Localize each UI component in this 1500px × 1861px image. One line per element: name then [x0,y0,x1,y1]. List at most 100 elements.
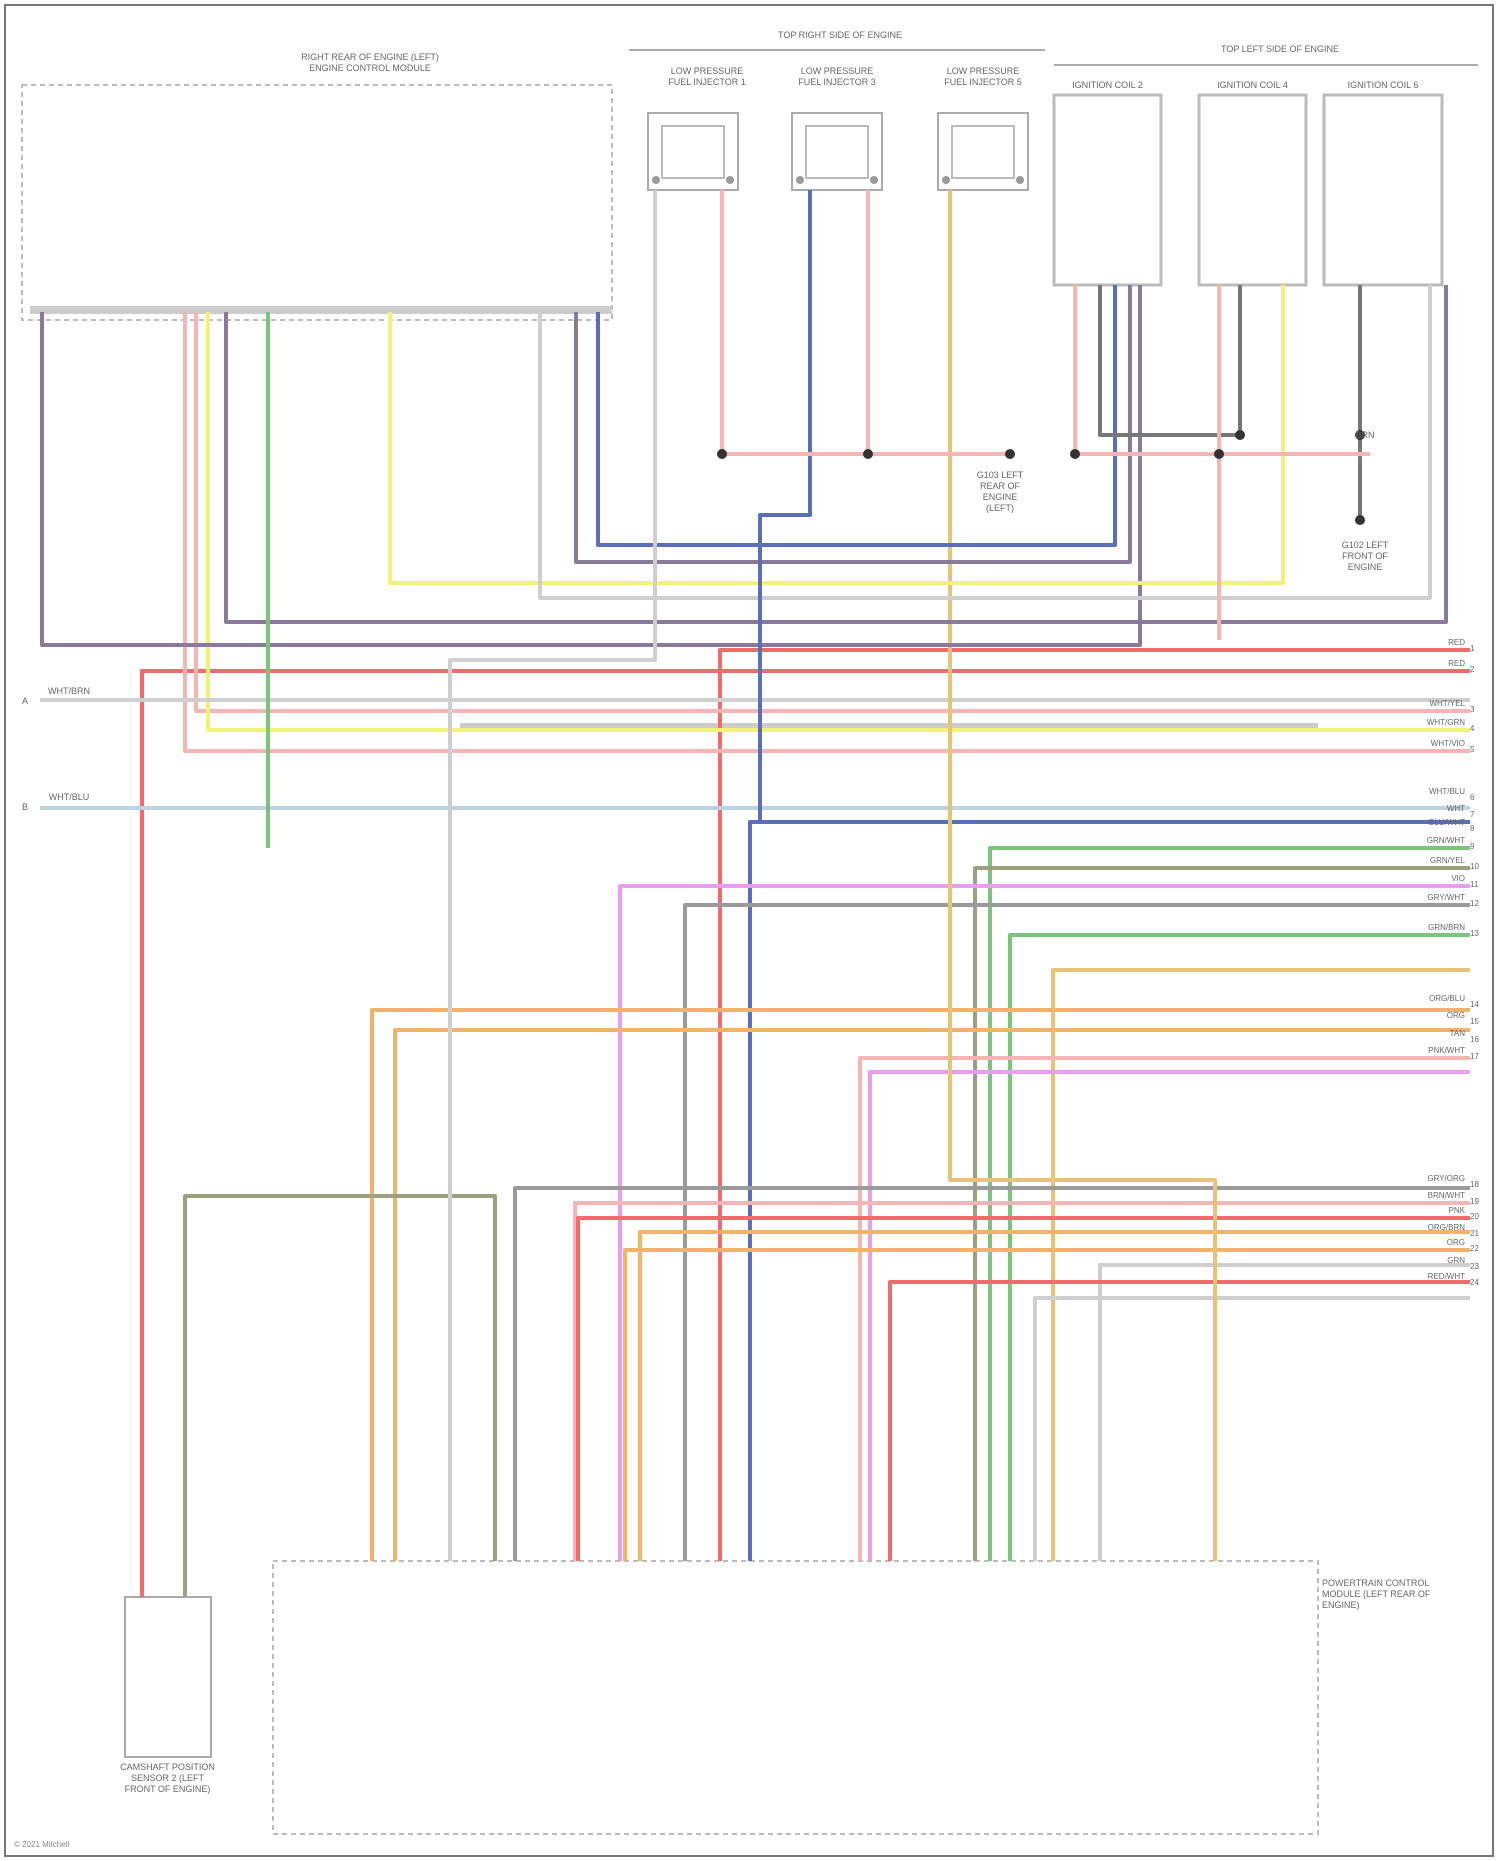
ground-g103-label: G103 LEFT REAR OF ENGINE (LEFT) [976,470,1024,513]
connector-pin-number: 20 [1470,1212,1479,1221]
ecm-title-line2: ENGINE CONTROL MODULE [309,63,431,73]
splice-dot [1355,430,1365,440]
wire-purple [574,285,1132,564]
coil-box [1322,93,1444,287]
wire-red [576,1216,1470,1561]
connector-row-label: GRY/WHT [1427,893,1465,902]
diagram-frame [4,4,1494,1857]
pcm-box [272,1560,1319,1835]
coil-box [1052,93,1163,287]
connector-row-label: WHT/YEL [1429,699,1465,708]
ref-b-letter: B [21,802,28,812]
connector-pin-number: 10 [1470,862,1479,871]
connector-row-label: PNK [1448,1206,1465,1215]
injector-connector [951,125,1015,179]
injector-pin [726,176,734,184]
connector-row-label: ORG/BRN [1427,1223,1465,1232]
wire-red [888,1280,1470,1561]
wire-lightgray [1098,1263,1470,1561]
connector-pin-number: 4 [1470,724,1475,733]
wire-orange [370,1008,1470,1561]
connector-row-label: ORG/BLU [1428,994,1465,1003]
injector-pin [942,176,950,184]
wire-pink [194,312,1470,713]
injector-connector [805,125,869,179]
connector-row-label: GRN [1447,1256,1465,1265]
ecm-box [21,84,613,321]
wire-tan [1051,968,1470,1561]
cam-sensor-box [124,1596,212,1758]
wire-orange [623,1248,1470,1561]
wire-tan [948,190,1217,1561]
wire-violet [868,1070,1470,1561]
wire-olive [183,1194,497,1597]
connector-row-label: RED [1448,659,1465,668]
wire-darkgray [1098,285,1242,437]
connector-pin-number: 5 [1470,745,1475,754]
injector-box [791,112,883,191]
connector-row-label: BRN/WHT [1427,1191,1465,1200]
connector-row-label: RED/WHT [1427,1272,1465,1281]
wire-green [1008,933,1470,1561]
connector-pin-number: 17 [1470,1052,1479,1061]
injector-pin [796,176,804,184]
connector-pin-number: 21 [1470,1229,1479,1238]
connector-pin-number: 14 [1470,1000,1479,1009]
connector-row-label: WHT/BLU [1429,787,1465,796]
top-right-section-title: TOP RIGHT SIDE OF ENGINE [777,30,903,40]
wire-red [718,648,1470,1561]
connector-row-label: ORG [1446,1011,1465,1020]
top-left-section-title: TOP LEFT SIDE OF ENGINE [1220,44,1340,54]
injector-1-label: LOW PRESSURE FUEL INJECTOR 1 [668,66,746,87]
connector-pin-number: 13 [1470,929,1479,938]
wire-purple [224,285,1448,624]
ground-wire-label: BRN [1355,430,1375,440]
connector-row-label: RED [1448,638,1465,647]
wire-lightgray [538,285,1432,600]
connector-row-label: WHT/VIO [1430,739,1465,748]
ref-a-letter: A [21,696,28,706]
connector-pin-number: 19 [1470,1197,1479,1206]
connector-row-label: GRY/ORG [1427,1174,1465,1183]
wire-blue [758,190,812,822]
ref-b-label: WHT/BLU [48,792,90,802]
wire-green [988,846,1470,1561]
connector-pin-number: 2 [1470,665,1475,674]
wire-red [140,669,1470,1597]
injector-connector [661,125,725,179]
connector-row-label: GRN/BRN [1428,923,1465,932]
injector-3-label: LOW PRESSURE FUEL INJECTOR 3 [798,66,876,87]
connector-row-label: BLU/WHT [1429,818,1465,827]
wire-lightgray [1033,1296,1470,1561]
wire-pink [858,1056,1470,1561]
connector-pin-number: 18 [1470,1180,1479,1189]
injector-box [937,112,1029,191]
footer-copyright: © 2021 Mitchell [14,1840,70,1849]
injector-pin [870,176,878,184]
connector-pin-number: 1 [1470,644,1475,653]
ref-a-label: WHT/BRN [48,686,90,696]
coil-box [1197,93,1308,287]
connector-row-label: GRN/WHT [1426,836,1465,845]
cam-sensor-label: CAMSHAFT POSITION SENSOR 2 (LEFT FRONT O… [120,1762,215,1794]
wire-purple [40,285,1142,647]
connector-row-label: WHT/GRN [1426,718,1465,727]
connector-row-label: GRN/YEL [1429,856,1465,865]
connector-row-label: PNK/WHT [1428,1046,1465,1055]
connector-row-label: VIO [1451,874,1465,883]
wire-gray [683,903,1470,1561]
splice-dot [863,449,873,459]
coil-4-label: IGNITION COIL 4 [1217,80,1288,90]
connector-pin-number: 16 [1470,1035,1479,1044]
wire-pink [1073,285,1370,456]
coil-2-label: IGNITION COIL 2 [1072,80,1143,90]
splice-dot [717,449,727,459]
connector-pin-number: 11 [1470,880,1479,889]
connector-pin-number: 23 [1470,1262,1479,1271]
wire-gray [513,1186,1470,1561]
wire-yellow [388,285,1285,585]
connector-pin-number: 15 [1470,1017,1479,1026]
wire-blue [748,820,1470,1561]
splice-dot [1005,449,1015,459]
